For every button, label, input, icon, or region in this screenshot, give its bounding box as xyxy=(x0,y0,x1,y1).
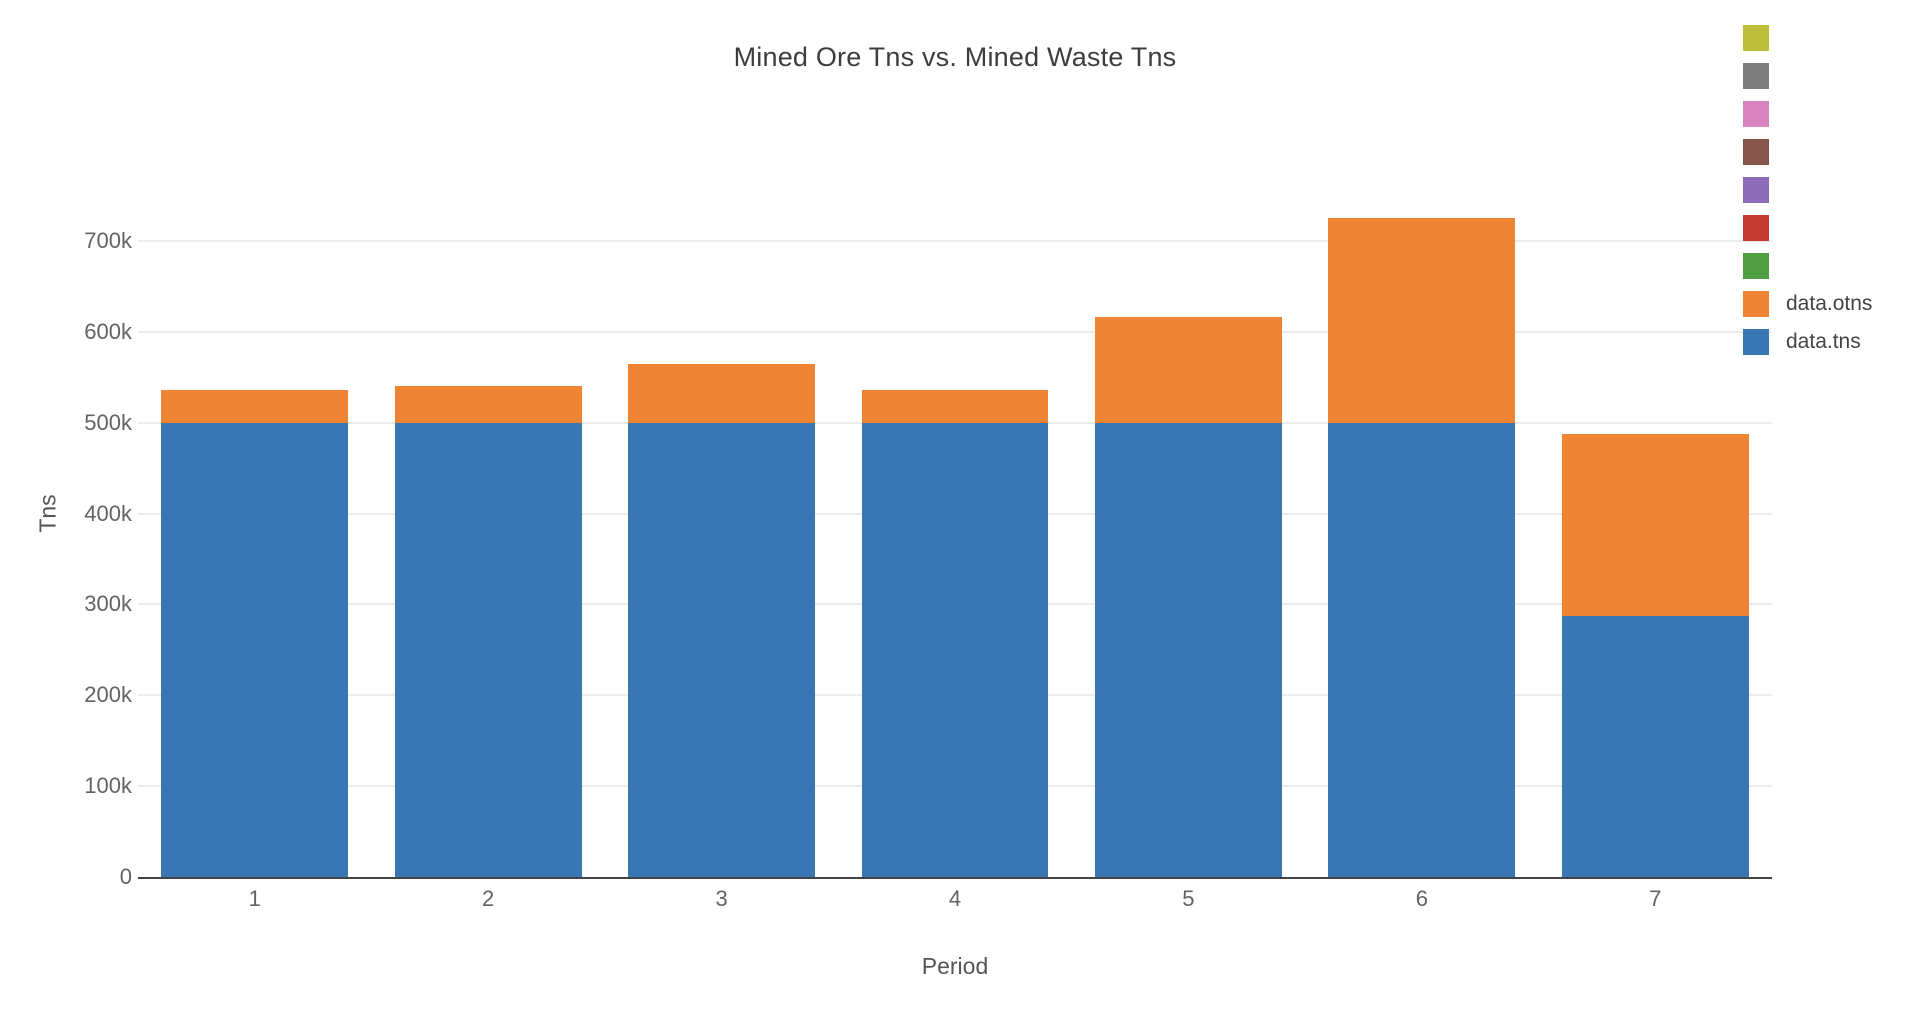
legend-label: data.otns xyxy=(1786,292,1873,315)
x-axis-tick-label: 3 xyxy=(715,886,728,911)
legend-swatch xyxy=(1743,101,1769,127)
bar-segment-data-otns[interactable] xyxy=(861,389,1049,423)
x-axis-tick-label: 5 xyxy=(1182,886,1195,911)
chart-title: Mined Ore Tns vs. Mined Waste Tns xyxy=(733,42,1177,72)
legend-item[interactable] xyxy=(1743,25,1872,51)
bar-column-period-4 xyxy=(861,389,1049,877)
bar-column-period-6 xyxy=(1328,218,1516,877)
legend-item[interactable] xyxy=(1743,139,1872,165)
bar-segment-data-otns[interactable] xyxy=(394,386,582,423)
legend-swatch xyxy=(1743,139,1769,165)
bar-segment-data-otns[interactable] xyxy=(1561,433,1749,617)
legend-swatch xyxy=(1743,63,1769,89)
legend-swatch xyxy=(1743,329,1769,355)
y-axis-tick-label: 700k xyxy=(84,227,132,253)
legend-item-data-tns[interactable]: data.tns xyxy=(1743,329,1872,355)
y-axis-tick-label: 100k xyxy=(84,773,132,799)
y-axis-title: Tns xyxy=(34,494,61,533)
bar-segment-data-tns[interactable] xyxy=(1328,422,1516,877)
legend-item[interactable] xyxy=(1743,177,1872,203)
x-axis-tick-label: 2 xyxy=(482,886,495,911)
legend-swatch xyxy=(1743,25,1769,51)
bar-segment-data-otns[interactable] xyxy=(1095,317,1282,423)
legend-item[interactable] xyxy=(1743,63,1872,89)
gridline xyxy=(138,239,1772,242)
bar-column-period-1 xyxy=(161,389,349,877)
legend-item[interactable] xyxy=(1743,101,1872,127)
legend: data.otns data.tns xyxy=(1743,25,1872,367)
legend-label: data.tns xyxy=(1786,330,1861,353)
x-axis-title: Period xyxy=(921,953,989,979)
bar-column-period-5 xyxy=(1095,317,1282,877)
y-axis-tick-label: 300k xyxy=(84,591,132,617)
bar-segment-data-tns[interactable] xyxy=(1561,616,1749,877)
bar-segment-data-tns[interactable] xyxy=(1095,422,1282,877)
legend-item[interactable] xyxy=(1743,215,1872,241)
y-axis-tick-label: 200k xyxy=(84,682,132,708)
bar-segment-data-otns[interactable] xyxy=(1328,218,1516,423)
bar-segment-data-tns[interactable] xyxy=(394,422,582,877)
x-axis-tick-label: 4 xyxy=(948,886,962,911)
bar-column-period-3 xyxy=(628,363,815,877)
y-axis-tick-label: 0 xyxy=(119,864,132,889)
y-axis-tick-label: 500k xyxy=(84,409,132,435)
bar-segment-data-tns[interactable] xyxy=(628,422,815,877)
bar-column-period-2 xyxy=(394,386,582,877)
x-axis-tick-label: 7 xyxy=(1649,886,1662,911)
legend-item-data-otns[interactable]: data.otns xyxy=(1743,291,1872,317)
bar-column-period-7 xyxy=(1561,433,1749,877)
legend-swatch xyxy=(1743,253,1769,279)
legend-item[interactable] xyxy=(1743,253,1872,279)
bar-segment-data-tns[interactable] xyxy=(161,422,349,877)
bar-segment-data-tns[interactable] xyxy=(861,422,1049,877)
gridline xyxy=(138,330,1772,333)
legend-swatch xyxy=(1743,215,1769,241)
x-axis-tick-label: 1 xyxy=(248,886,261,911)
bar-segment-data-otns[interactable] xyxy=(161,389,349,423)
y-axis-tick-label: 400k xyxy=(84,500,132,526)
bar-segment-data-otns[interactable] xyxy=(628,363,815,423)
y-axis-tick-label: 600k xyxy=(84,318,132,344)
x-axis-tick-label: 6 xyxy=(1415,886,1428,911)
plot-area xyxy=(138,150,1772,879)
legend-swatch xyxy=(1743,291,1769,317)
legend-swatch xyxy=(1743,177,1769,203)
